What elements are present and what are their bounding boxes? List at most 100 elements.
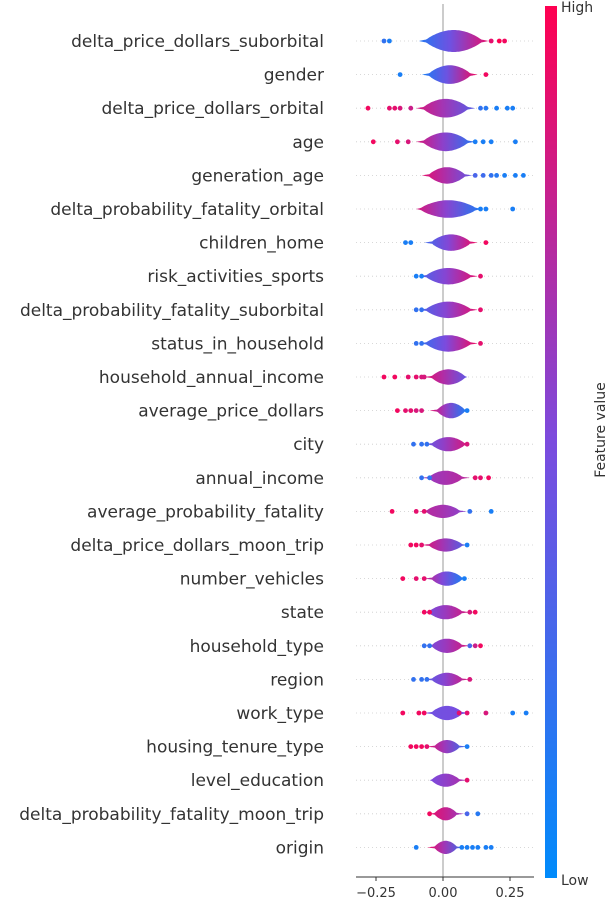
feature-label: age — [292, 133, 324, 153]
point-risk_activities_sports — [478, 273, 483, 279]
violin-work_type — [424, 705, 470, 721]
point-city — [419, 441, 424, 447]
point-region — [467, 677, 473, 682]
point-housing_tenure_type — [413, 744, 419, 749]
point-delta_probability_fatality_suborbital — [419, 307, 424, 313]
violin-delta_probability_fatality_suborbital — [418, 301, 478, 319]
point-status_in_household — [419, 341, 424, 346]
point-work_type — [464, 710, 470, 716]
violin-number_vehicles — [424, 571, 465, 586]
point-status_in_household — [478, 341, 483, 346]
feature-label: region — [270, 670, 324, 690]
point-state — [421, 609, 427, 615]
violin-delta_price_dollars_orbital — [416, 98, 476, 118]
point-delta_price_dollars_moon_trip — [464, 542, 470, 548]
point-city — [424, 441, 430, 447]
point-delta_price_dollars_suborbital — [502, 38, 507, 44]
point-work_type — [416, 710, 422, 716]
feature-label: delta_probability_fatality_orbital — [50, 200, 324, 220]
feature-label: number_vehicles — [180, 570, 324, 590]
point-children_home — [408, 240, 414, 246]
point-delta_price_dollars_orbital — [510, 105, 516, 111]
point-average_probability_fatality — [467, 509, 473, 514]
violin-household_type — [424, 638, 470, 653]
violin-children_home — [424, 234, 478, 251]
point-household_type — [467, 643, 473, 649]
point-status_in_household — [413, 341, 419, 346]
point-generation_age — [521, 173, 526, 178]
point-household_annual_income — [413, 374, 419, 380]
point-delta_probability_fatality_orbital — [483, 206, 489, 212]
point-work_type — [400, 710, 406, 716]
violin-delta_price_dollars_moon_trip — [421, 538, 468, 552]
feature-label: risk_activities_sports — [147, 267, 324, 287]
point-household_type — [472, 643, 478, 649]
feature-label: level_education — [191, 771, 324, 791]
point-number_vehicles — [462, 576, 467, 581]
point-delta_price_dollars_moon_trip — [419, 542, 424, 548]
point-number_vehicles — [400, 576, 406, 581]
feature-label: city — [293, 435, 324, 455]
violin-origin — [426, 840, 465, 854]
feature-label: delta_probability_fatality_suborbital — [20, 301, 324, 321]
feature-label: children_home — [199, 234, 324, 254]
point-housing_tenure_type — [424, 744, 430, 749]
violin-age — [416, 132, 476, 152]
point-household_type — [421, 643, 427, 649]
point-delta_price_dollars_orbital — [408, 105, 414, 111]
point-household_annual_income — [405, 374, 411, 380]
x-tick-label: −0.25 — [356, 886, 396, 901]
feature-label: delta_price_dollars_moon_trip — [70, 536, 324, 556]
point-origin — [413, 845, 419, 850]
point-origin — [464, 845, 470, 850]
point-generation_age — [472, 173, 478, 178]
violin-gender — [421, 65, 478, 84]
point-household_annual_income — [421, 374, 427, 380]
feature-label: gender — [264, 66, 324, 86]
violin-level_education — [429, 773, 468, 787]
violin-average_price_dollars — [429, 402, 468, 419]
violin-average_probability_fatality — [418, 504, 468, 518]
point-state — [472, 609, 478, 615]
point-region — [419, 677, 424, 682]
point-delta_price_dollars_orbital — [478, 105, 483, 111]
violin-annual_income — [421, 470, 470, 485]
point-delta_probability_fatality_suborbital — [413, 307, 419, 313]
feature-label: generation_age — [191, 166, 324, 186]
point-delta_probability_fatality_orbital — [510, 206, 516, 212]
x-tick-label: 0.00 — [429, 886, 458, 901]
point-average_price_dollars — [403, 408, 408, 413]
feature-label: housing_tenure_type — [146, 738, 324, 758]
point-age — [480, 139, 486, 145]
point-delta_price_dollars_suborbital — [496, 38, 502, 44]
point-delta_price_dollars_moon_trip — [413, 542, 419, 548]
point-work_type — [483, 710, 489, 716]
feature-label: average_price_dollars — [138, 402, 324, 422]
x-tick-label: 0.25 — [496, 886, 525, 901]
point-generation_age — [502, 173, 507, 178]
point-average_price_dollars — [419, 408, 424, 413]
point-annual_income — [478, 475, 483, 481]
point-delta_probability_fatality_moon_trip — [427, 811, 432, 817]
point-city — [464, 441, 470, 447]
point-average_probability_fatality — [413, 509, 419, 514]
point-age — [395, 139, 400, 145]
point-average_price_dollars — [395, 408, 400, 413]
point-generation_age — [494, 173, 499, 178]
point-housing_tenure_type — [464, 744, 470, 749]
point-generation_age — [480, 173, 486, 178]
violin-status_in_household — [418, 335, 478, 352]
colorbar-low-label: Low — [561, 873, 589, 889]
point-age — [513, 139, 518, 145]
point-work_type — [523, 710, 529, 716]
point-state — [427, 609, 432, 615]
outlier-points — [365, 38, 529, 850]
point-annual_income — [427, 475, 432, 481]
violin-region — [424, 672, 470, 686]
point-generation_age — [513, 173, 518, 178]
point-delta_probability_fatality_suborbital — [478, 307, 483, 313]
point-risk_activities_sports — [419, 273, 424, 279]
point-average_price_dollars — [413, 408, 419, 413]
point-delta_probability_fatality_moon_trip — [464, 811, 470, 817]
point-average_probability_fatality — [421, 509, 427, 514]
